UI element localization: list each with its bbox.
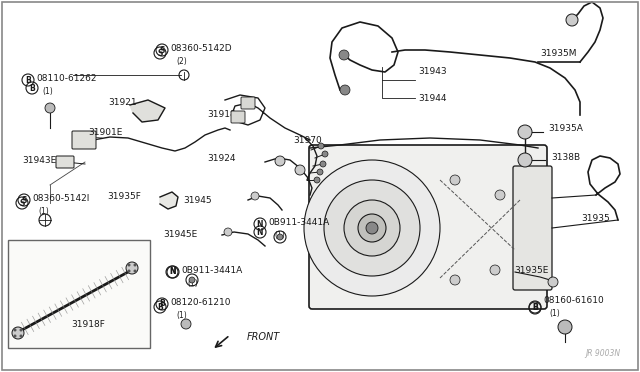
Bar	[8, 240, 150, 348]
Circle shape	[358, 214, 386, 242]
Circle shape	[450, 275, 460, 285]
Text: 31935M: 31935M	[540, 49, 577, 58]
Text: B: B	[532, 302, 538, 311]
Text: (1): (1)	[274, 231, 285, 240]
Text: (2): (2)	[176, 57, 187, 66]
Text: (1): (1)	[549, 309, 560, 318]
Text: 31924: 31924	[207, 154, 236, 163]
Text: 08360-5142I: 08360-5142I	[32, 194, 90, 203]
Text: (1): (1)	[38, 207, 49, 216]
Text: 0B911-3441A: 0B911-3441A	[268, 218, 329, 227]
Circle shape	[339, 50, 349, 60]
Text: 31944: 31944	[418, 94, 447, 103]
Text: 31918F: 31918F	[71, 320, 105, 329]
Text: B: B	[159, 299, 165, 308]
Text: S: S	[19, 199, 25, 208]
Text: 08120-61210: 08120-61210	[170, 298, 230, 307]
Text: 31935A: 31935A	[548, 124, 583, 133]
Circle shape	[304, 160, 440, 296]
Text: 08110-61262: 08110-61262	[36, 74, 97, 83]
FancyBboxPatch shape	[56, 156, 74, 168]
Text: 31970: 31970	[293, 136, 322, 145]
Circle shape	[558, 320, 572, 334]
Circle shape	[317, 169, 323, 175]
Circle shape	[518, 125, 532, 139]
Circle shape	[127, 263, 131, 266]
Circle shape	[324, 180, 420, 276]
Text: N: N	[169, 267, 175, 276]
Text: 31901E: 31901E	[88, 128, 122, 137]
Text: B: B	[157, 302, 163, 311]
Text: 08160-61610: 08160-61610	[543, 296, 604, 305]
Circle shape	[495, 190, 505, 200]
Circle shape	[340, 85, 350, 95]
Circle shape	[13, 328, 17, 331]
Text: 31943E: 31943E	[22, 156, 56, 165]
Circle shape	[450, 175, 460, 185]
Circle shape	[12, 327, 24, 339]
Circle shape	[314, 177, 320, 183]
Circle shape	[13, 334, 17, 337]
Circle shape	[320, 161, 326, 167]
Text: N: N	[257, 228, 263, 237]
Circle shape	[277, 234, 283, 240]
Polygon shape	[130, 100, 165, 122]
Text: JR 9003N: JR 9003N	[585, 349, 620, 358]
FancyBboxPatch shape	[513, 166, 552, 290]
Circle shape	[19, 334, 22, 337]
Text: 0B911-3441A: 0B911-3441A	[181, 266, 243, 275]
Text: 31935E: 31935E	[514, 266, 548, 275]
Circle shape	[134, 269, 136, 273]
Circle shape	[295, 165, 305, 175]
Text: S: S	[21, 196, 27, 205]
Circle shape	[127, 269, 131, 273]
Circle shape	[224, 228, 232, 236]
FancyBboxPatch shape	[231, 111, 245, 123]
Text: 31935: 31935	[581, 214, 610, 223]
Text: 31945E: 31945E	[163, 230, 197, 239]
FancyBboxPatch shape	[241, 97, 255, 109]
Text: 08360-5142D: 08360-5142D	[170, 44, 232, 53]
Text: 31945: 31945	[183, 196, 212, 205]
Text: (1): (1)	[176, 311, 187, 320]
Circle shape	[548, 277, 558, 287]
Text: (1): (1)	[187, 279, 198, 288]
Circle shape	[322, 151, 328, 157]
Text: B: B	[29, 83, 35, 93]
Circle shape	[19, 328, 22, 331]
Circle shape	[126, 262, 138, 274]
Circle shape	[134, 263, 136, 266]
FancyBboxPatch shape	[72, 131, 96, 149]
Text: B: B	[532, 304, 538, 312]
Text: 31918: 31918	[207, 110, 236, 119]
Circle shape	[181, 319, 191, 329]
Text: 31935F: 31935F	[107, 192, 141, 201]
Polygon shape	[160, 192, 178, 209]
Text: S: S	[159, 45, 164, 55]
Text: 31943: 31943	[418, 67, 447, 76]
Text: N: N	[170, 267, 176, 276]
Circle shape	[490, 265, 500, 275]
Circle shape	[518, 153, 532, 167]
Text: FRONT: FRONT	[247, 332, 280, 342]
Circle shape	[366, 222, 378, 234]
Circle shape	[251, 192, 259, 200]
Text: B: B	[25, 76, 31, 84]
FancyBboxPatch shape	[309, 145, 547, 309]
Text: S: S	[157, 48, 163, 58]
Circle shape	[318, 143, 324, 149]
Circle shape	[189, 277, 195, 283]
Text: 3138B: 3138B	[551, 153, 580, 162]
Circle shape	[566, 14, 578, 26]
Text: 31921: 31921	[108, 98, 136, 107]
Circle shape	[275, 156, 285, 166]
Text: N: N	[257, 219, 263, 228]
Text: (1): (1)	[42, 87, 52, 96]
Circle shape	[45, 103, 55, 113]
Circle shape	[344, 200, 400, 256]
